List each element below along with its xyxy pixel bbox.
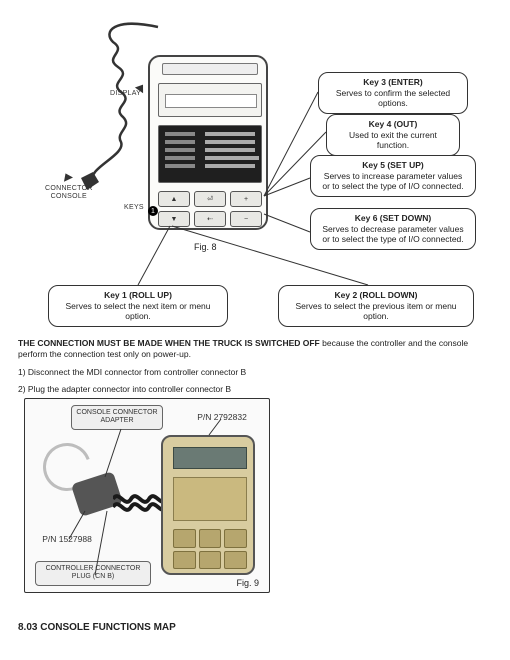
callout-key1: Key 1 (ROLL UP) Serves to select the nex… bbox=[48, 285, 228, 327]
key-6[interactable]: − bbox=[230, 211, 262, 227]
label-connector-l1: CONNECTOR bbox=[45, 185, 93, 192]
key-4[interactable]: ⇠ bbox=[194, 211, 226, 227]
label-console-connector-adapter: CONSOLE CONNECTOR ADAPTER bbox=[71, 405, 163, 430]
label-display: DISPLAY bbox=[110, 90, 141, 97]
arrow-connector bbox=[61, 171, 73, 182]
label-connector-console: CONNECTOR CONSOLE bbox=[45, 185, 93, 202]
callout-key2-text: Serves to select the previous item or me… bbox=[295, 301, 456, 322]
adapter-l1: CONSOLE CONNECTOR bbox=[76, 409, 157, 416]
key-2[interactable]: ▼ bbox=[158, 211, 190, 227]
callout-key6: Key 6 (SET DOWN) Serves to decrease para… bbox=[310, 208, 476, 250]
callout-key6-text: Serves to decrease parameter values or t… bbox=[322, 224, 463, 245]
display-lcd bbox=[165, 94, 257, 108]
step-2: 2) Plug the adapter connector into contr… bbox=[18, 384, 488, 395]
callout-key6-title: Key 6 (SET DOWN) bbox=[319, 213, 467, 224]
display-panel bbox=[158, 83, 262, 117]
figure-9-caption: Fig. 9 bbox=[236, 578, 259, 588]
figure-9: CONSOLE CONNECTOR ADAPTER P/N 2792832 P/… bbox=[24, 398, 270, 593]
body-text: THE CONNECTION MUST BE MADE WHEN THE TRU… bbox=[18, 338, 488, 402]
callout-key5-text: Serves to increase parameter values or t… bbox=[322, 171, 463, 192]
diagram-console-keys: ▲ ⏎ + ▼ ⇠ − DISPLAY KEYS 1 CONNECTOR CON… bbox=[18, 10, 478, 325]
console-device: ▲ ⏎ + ▼ ⇠ − bbox=[148, 55, 268, 230]
label-pn-left: P/N 1527988 bbox=[31, 531, 103, 547]
callout-key1-text: Serves to select the next item or menu o… bbox=[65, 301, 210, 322]
key-5[interactable]: + bbox=[230, 191, 262, 207]
device-top-trim bbox=[162, 63, 258, 75]
mini-keypad bbox=[173, 529, 247, 569]
callout-key4-title: Key 4 (OUT) bbox=[335, 119, 451, 130]
mini-display bbox=[173, 447, 247, 469]
plug-l2: PLUG (CN B) bbox=[72, 573, 114, 580]
key-1[interactable]: ▲ bbox=[158, 191, 190, 207]
plug-l1: CONTROLLER CONNECTOR bbox=[46, 565, 141, 572]
callout-key2-title: Key 2 (ROLL DOWN) bbox=[287, 290, 465, 301]
callout-key1-title: Key 1 (ROLL UP) bbox=[57, 290, 219, 301]
callout-key3-text: Serves to confirm the selected options. bbox=[336, 88, 450, 109]
keypad: ▲ ⏎ + ▼ ⇠ − bbox=[158, 191, 262, 227]
readout-area bbox=[158, 125, 262, 183]
callout-key4-text: Used to exit the current function. bbox=[349, 130, 437, 151]
adapter-l2: ADAPTER bbox=[100, 417, 133, 424]
callout-key5: Key 5 (SET UP) Serves to increase parame… bbox=[310, 155, 476, 197]
keys-badge: 1 bbox=[148, 206, 158, 216]
figure-8-label: Fig. 8 bbox=[194, 242, 217, 252]
callout-key3-title: Key 3 (ENTER) bbox=[327, 77, 459, 88]
label-keys: KEYS bbox=[124, 204, 144, 211]
label-pn-top: P/N 2792832 bbox=[185, 409, 259, 425]
callout-key5-title: Key 5 (SET UP) bbox=[319, 160, 467, 171]
lead-bold: THE CONNECTION MUST BE MADE WHEN THE TRU… bbox=[18, 338, 320, 348]
mini-mid-panel bbox=[173, 477, 247, 521]
section-heading: 8.03 CONSOLE FUNCTIONS MAP bbox=[18, 622, 176, 633]
lead-paragraph: THE CONNECTION MUST BE MADE WHEN THE TRU… bbox=[18, 338, 488, 361]
key-3[interactable]: ⏎ bbox=[194, 191, 226, 207]
mini-console-device bbox=[161, 435, 255, 575]
callout-key2: Key 2 (ROLL DOWN) Serves to select the p… bbox=[278, 285, 474, 327]
callout-key3: Key 3 (ENTER) Serves to confirm the sele… bbox=[318, 72, 468, 114]
step-1: 1) Disconnect the MDI connector from con… bbox=[18, 367, 488, 378]
label-controller-connector-plug: CONTROLLER CONNECTOR PLUG (CN B) bbox=[35, 561, 151, 586]
callout-key4: Key 4 (OUT) Used to exit the current fun… bbox=[326, 114, 460, 156]
label-connector-l2: CONSOLE bbox=[51, 193, 87, 200]
